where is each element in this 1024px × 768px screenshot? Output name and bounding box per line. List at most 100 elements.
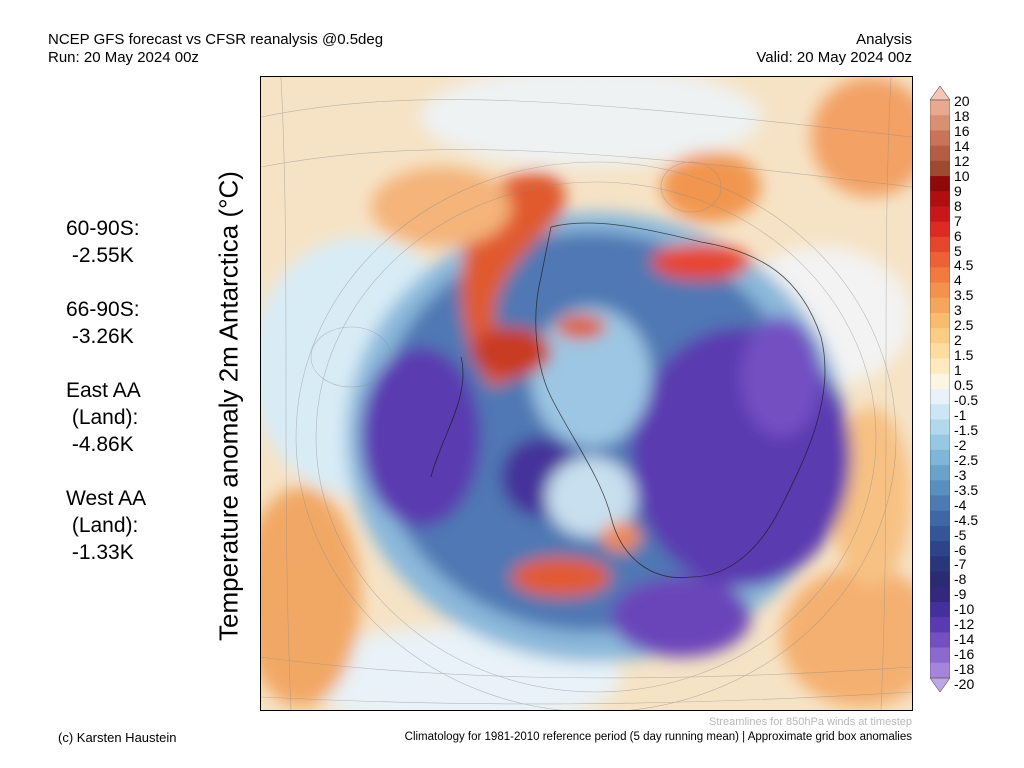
map-title: NCEP GFS forecast vs CFSR reanalysis @0.…	[48, 31, 384, 48]
colorbar-tick-label: -16	[954, 646, 975, 663]
colorbar-tick-label: 14	[954, 137, 970, 154]
colorbar-swatch	[930, 541, 950, 557]
colorbar-tick-label: 4	[954, 272, 962, 289]
colorbar-swatch	[930, 100, 950, 116]
colorbar-swatch	[930, 465, 950, 481]
colorbar-swatch	[930, 206, 950, 223]
colorbar-bottom-arrow	[930, 677, 950, 692]
colorbar-swatch	[930, 252, 950, 268]
climatology-note: Climatology for 1981-2010 reference peri…	[404, 731, 912, 743]
credit: (c) Karsten Haustein	[58, 730, 177, 745]
stat-label: (Land):	[66, 406, 139, 429]
colorbar-swatch	[930, 282, 950, 299]
colorbar-tick-label: -4	[954, 496, 967, 513]
stat-60-90s: 60-90S: -2.55K	[66, 215, 146, 269]
colorbar-swatch	[930, 480, 950, 496]
colorbar-tick-label: -1	[954, 406, 967, 423]
run-time: Run: 20 May 2024 00z	[48, 49, 199, 66]
colorbar-swatch	[930, 176, 950, 192]
colorbar-swatch	[930, 297, 950, 314]
stat-label: 66-90S:	[66, 298, 140, 321]
colorbar-swatch	[930, 312, 950, 329]
colorbar-swatch	[930, 419, 950, 436]
colorbar-tick-label: 18	[954, 107, 970, 124]
header-left: NCEP GFS forecast vs CFSR reanalysis @0.…	[48, 31, 383, 67]
colorbar-swatch	[930, 343, 950, 360]
colorbar-swatch	[930, 404, 950, 420]
header-right: Analysis Valid: 20 May 2024 00z	[756, 31, 912, 67]
stat-label: (Land):	[66, 514, 139, 537]
colorbar-tick-label: 1	[954, 362, 962, 379]
colorbar-tick-label: 5	[954, 242, 962, 259]
colorbar-swatch	[930, 662, 950, 679]
colorbar-tick-label: -0.5	[954, 392, 979, 408]
colorbar-tick-label: -7	[954, 556, 967, 573]
anomaly-map	[260, 76, 913, 711]
colorbar-swatch	[930, 601, 950, 618]
colorbar-swatch	[930, 434, 950, 451]
colorbar-swatch	[930, 160, 950, 177]
colorbar-swatch	[930, 617, 950, 633]
colorbar-swatch	[930, 586, 950, 603]
colorbar-tick-label: -4.5	[954, 511, 979, 528]
colorbar-swatch	[930, 267, 950, 284]
colorbar-tick-label: -2	[954, 436, 967, 453]
colorbar-tick-label: 9	[954, 182, 962, 199]
colorbar-swatch	[930, 145, 950, 162]
colorbar-tick-label: -3	[954, 466, 967, 483]
colorbar-tick-label: 12	[954, 152, 970, 169]
colorbar-swatch	[930, 328, 950, 344]
colorbar-swatch	[930, 358, 950, 375]
anomaly-stats: 60-90S: -2.55K 66-90S: -3.26K East AA (L…	[66, 215, 146, 593]
stat-label: East AA	[66, 379, 141, 402]
colorbar-swatch	[930, 556, 950, 573]
colorbar-top-arrow	[930, 86, 950, 101]
colorbar-tick-label: 8	[954, 197, 962, 214]
colorbar-tick-label: 3	[954, 302, 962, 319]
colorbar-swatch	[930, 130, 950, 147]
colorbar-swatch	[930, 571, 950, 588]
colorbar-tick-label: -1.5	[954, 421, 979, 438]
streamline-note: Streamlines for 850hPa winds at timestep	[709, 716, 912, 728]
colorbar-tick-label: -18	[954, 661, 975, 678]
colorbar-tick-label: 16	[954, 122, 970, 139]
colorbar-tick-label: -12	[954, 616, 975, 633]
colorbar-tick-label: 1.5	[954, 347, 974, 364]
colorbar-swatch	[930, 495, 950, 512]
colorbar-tick-label: -5	[954, 526, 967, 543]
analysis-label: Analysis	[856, 31, 912, 48]
stat-value: -2.55K	[66, 244, 134, 267]
stat-label: West AA	[66, 487, 147, 510]
stat-66-90s: 66-90S: -3.26K	[66, 296, 146, 350]
colorbar-tick-label: -10	[954, 601, 975, 618]
colorbar-tick-label: 2	[954, 332, 962, 349]
stat-east-aa: East AA (Land): -4.86K	[66, 377, 146, 458]
colorbar-tick-label: 6	[954, 227, 962, 244]
colorbar-swatch	[930, 221, 950, 238]
colorbar-swatch	[930, 632, 950, 649]
colorbar-tick-label: -6	[954, 541, 967, 558]
colorbar-tick-label: -9	[954, 586, 967, 603]
colorbar-swatch	[930, 191, 950, 207]
colorbar-tick-label: -3.5	[954, 481, 979, 498]
colorbar-tick-label: 20	[954, 93, 970, 109]
axis-label: Temperature anomaly 2m Antarctica (°C)	[213, 171, 244, 641]
colorbar-tick-label: -14	[954, 631, 975, 648]
colorbar-tick-label: -20	[954, 676, 975, 693]
colorbar-tick-label: -2.5	[954, 451, 979, 468]
colorbar-tick-label: -8	[954, 571, 967, 588]
colorbar-swatch	[930, 236, 950, 253]
colorbar-swatch	[930, 389, 950, 405]
colorbar-swatch	[930, 449, 950, 466]
wind-streamlines	[261, 77, 912, 710]
colorbar-tick-label: 0.5	[954, 377, 974, 394]
colorbar-tick-label: 2.5	[954, 317, 974, 334]
stat-value: -3.26K	[66, 325, 134, 348]
stat-value: -1.33K	[66, 541, 134, 564]
colorbar-tick-label: 4.5	[954, 257, 974, 274]
colorbar-swatch	[930, 647, 950, 664]
stat-value: -4.86K	[66, 433, 134, 456]
colorbar-tick-label: 10	[954, 167, 970, 184]
colorbar-swatch	[930, 373, 950, 390]
colorbar-swatch	[930, 525, 950, 542]
